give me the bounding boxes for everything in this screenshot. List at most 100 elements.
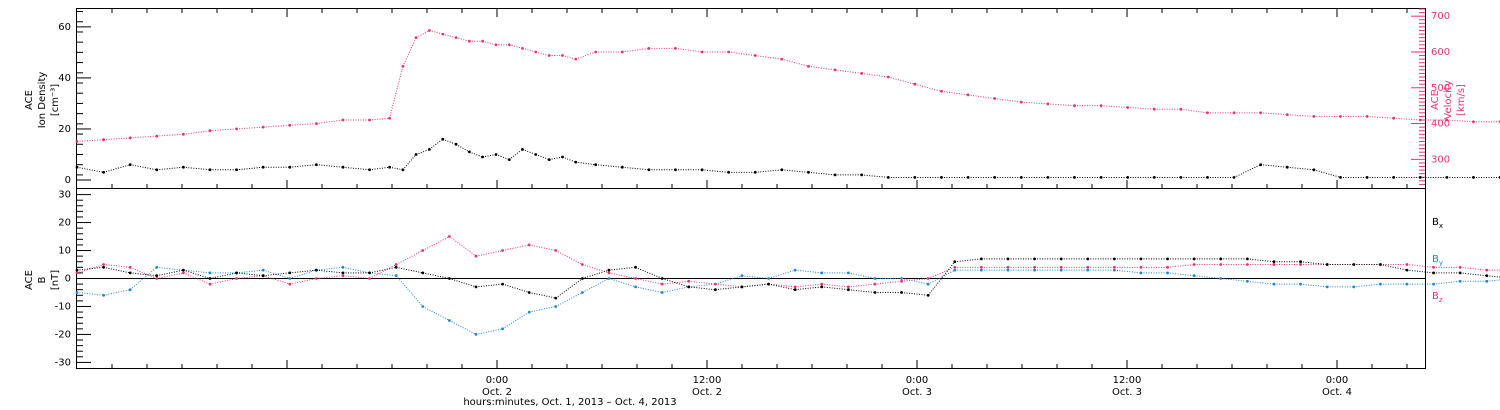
bx-segment-8 <box>289 269 317 274</box>
velocity-segment-19 <box>482 40 497 46</box>
bz-segment-27 <box>795 283 822 288</box>
bx-segment-9 <box>316 269 344 274</box>
bx-segment-6 <box>236 272 264 277</box>
velocity-segment-53 <box>1287 114 1314 117</box>
x-tick-time-4: 0:00 <box>1326 375 1348 386</box>
velocity-segment-22 <box>522 47 536 53</box>
bz-segment-13 <box>422 236 450 251</box>
bz-segment-9 <box>316 275 344 279</box>
bx-segment-15 <box>475 283 503 288</box>
density-segment-53 <box>1287 166 1314 171</box>
density-segment-18 <box>469 151 483 158</box>
bx-segment-49 <box>1380 264 1408 271</box>
velocity-tick-label-1: 400 <box>1431 119 1450 130</box>
bz-segment-30 <box>874 280 902 285</box>
velocity-segment-28 <box>622 47 649 53</box>
bx-segment-50 <box>1406 269 1434 274</box>
by-segment-3 <box>156 266 184 271</box>
bx-point-53 <box>1485 274 1489 278</box>
bz-segment-52 <box>1460 266 1487 271</box>
bz-segment-22 <box>662 280 689 285</box>
legend-bx-sub: x <box>1439 222 1443 230</box>
bx-segment-7 <box>263 272 290 277</box>
velocity-segment-21 <box>509 44 523 49</box>
velocity-segment-42 <box>994 98 1022 103</box>
bx-point-52 <box>1458 271 1462 275</box>
velocity-point-52 <box>1259 111 1263 115</box>
bx-point-6 <box>235 271 239 275</box>
by-point-2 <box>128 288 132 292</box>
by-segment-23 <box>688 283 716 288</box>
x-tick-date-3: Oct. 3 <box>1112 387 1142 398</box>
density-point-4 <box>182 165 185 169</box>
velocity-segment-13 <box>402 37 417 67</box>
legend-by: By <box>1432 254 1443 267</box>
density-segment-4 <box>183 166 211 171</box>
b-tick-label-3: 0 <box>65 274 71 285</box>
bx-segment-17 <box>529 291 556 299</box>
bx-segment-1 <box>103 266 131 274</box>
velocity-point-1 <box>102 138 105 142</box>
bx-segment-12 <box>396 266 423 274</box>
velocity-point-49 <box>1179 107 1183 111</box>
bz-segment-20 <box>608 272 636 279</box>
b-tick-label-5: 20 <box>58 218 71 229</box>
bz-point-10 <box>341 274 345 278</box>
density-segment-37 <box>861 174 889 178</box>
bz-segment-11 <box>369 264 397 279</box>
velocity-segment-9 <box>316 119 344 125</box>
bx-segment-3 <box>156 269 184 277</box>
bz-segment-18 <box>555 250 583 265</box>
by-point-48 <box>1352 285 1356 289</box>
velocity-point-42 <box>993 97 997 100</box>
bz-point-17 <box>527 243 531 247</box>
by-point-39 <box>1113 268 1116 272</box>
velocity-point-9 <box>315 122 318 125</box>
by-segment-46 <box>1300 283 1328 288</box>
velocity-point-11 <box>368 118 371 122</box>
bx-point-50 <box>1405 268 1409 272</box>
velocity-ylabel-line2: Velocity <box>1443 80 1454 119</box>
density-point-28 <box>620 165 624 169</box>
density-point-35 <box>807 170 810 174</box>
by-segment-4 <box>183 269 211 274</box>
velocity-segment-34 <box>781 58 809 67</box>
velocity-segment-38 <box>888 76 916 85</box>
velocity-segment-44 <box>1047 103 1075 107</box>
density-point-38 <box>886 176 890 179</box>
bx-segment-16 <box>502 283 530 293</box>
velocity-segment-36 <box>835 69 862 74</box>
bx-segment-27 <box>795 286 822 291</box>
density-segment-51 <box>1233 164 1261 178</box>
b-ylabel-line3: [nT] <box>50 270 61 290</box>
bz-segment-12 <box>395 250 424 265</box>
bz-segment-23 <box>688 280 716 285</box>
by-point-42 <box>1192 274 1196 278</box>
legend-by-main: B <box>1432 254 1439 265</box>
bx-segment-26 <box>768 283 796 291</box>
by-point-10 <box>341 265 345 269</box>
velocity-segment-15 <box>429 29 443 35</box>
by-segment-31 <box>901 278 929 285</box>
bz-segment-29 <box>848 283 876 288</box>
bx-segment-21 <box>635 266 663 279</box>
density-point-43 <box>1019 176 1023 179</box>
bz-segment-8 <box>289 278 317 285</box>
by-point-22 <box>660 291 664 294</box>
density-tick-label-2: 40 <box>58 73 71 84</box>
bx-segment-18 <box>555 278 583 299</box>
bz-point-1 <box>102 263 105 266</box>
velocity-segment-40 <box>941 90 969 96</box>
velocity-segment-57 <box>1393 117 1421 121</box>
by-segment-44 <box>1247 280 1275 285</box>
bottom-panel-frame <box>76 188 1426 369</box>
density-segment-54 <box>1313 169 1341 178</box>
by-segment-51 <box>1433 280 1461 285</box>
bx-point-44 <box>1246 257 1249 261</box>
b-tick-label-0: -30 <box>55 357 71 368</box>
velocity-segment-11 <box>369 117 390 121</box>
chart-marks <box>75 29 1500 336</box>
by-segment-10 <box>342 266 370 274</box>
legend-bx-main: B <box>1432 217 1439 228</box>
